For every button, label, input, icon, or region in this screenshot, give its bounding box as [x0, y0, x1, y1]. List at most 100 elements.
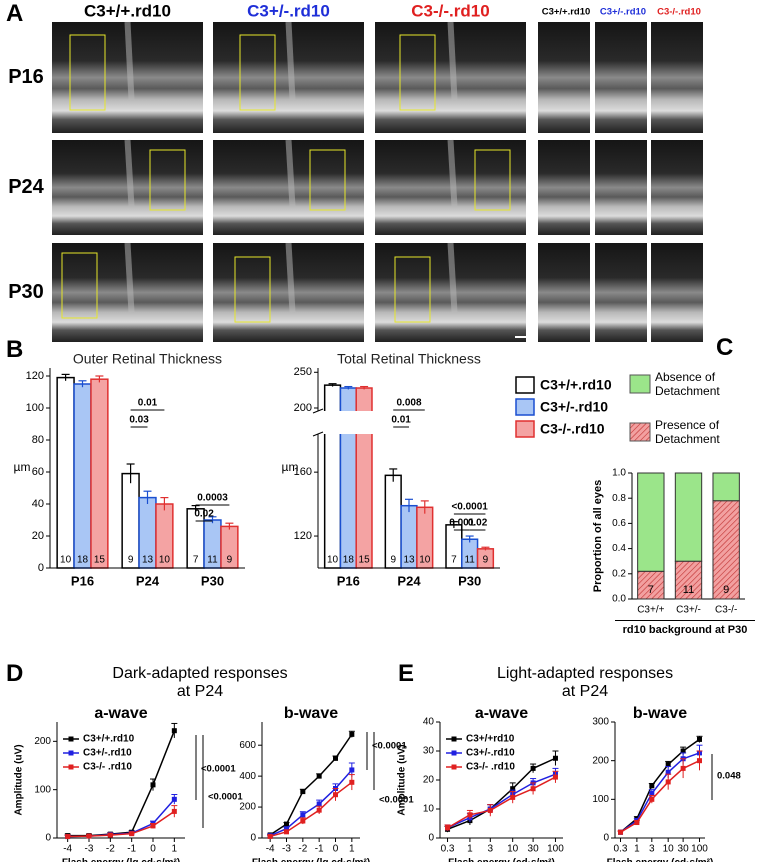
x-axis-label: Flash energy (lg cd·s/m²)	[252, 858, 370, 862]
legend-marker	[451, 736, 457, 742]
y-tick-label: 0	[250, 833, 256, 844]
marker	[300, 818, 306, 824]
legend-marker	[68, 764, 74, 770]
marker	[333, 755, 338, 761]
marker	[649, 783, 655, 789]
legend-label: C3+/+.rd10	[540, 377, 612, 393]
x-tick-label: 0.3	[441, 844, 455, 855]
chart-title: Outer Retinal Thickness	[73, 351, 222, 367]
oct-zoom	[595, 243, 647, 342]
count-label: 9	[390, 555, 396, 566]
marker	[349, 731, 355, 737]
zoom-box	[234, 256, 271, 323]
zoom-box	[309, 149, 346, 211]
p-value: 0.001	[449, 518, 474, 529]
y-axis-label: Amplitude (uV)	[14, 744, 25, 815]
y-tick-label: 600	[239, 740, 256, 751]
x-tick-label: -4	[266, 844, 275, 855]
column-label: C3-/-.rd10	[411, 1, 489, 20]
legend-swatch	[515, 420, 535, 438]
marker	[530, 765, 536, 771]
x-tick-label: C3-/-	[715, 605, 737, 616]
marker	[552, 774, 558, 780]
count-label: 15	[359, 555, 371, 566]
optic-nerve	[285, 139, 296, 207]
marker	[552, 755, 558, 761]
count-label: 9	[483, 555, 489, 566]
marker	[316, 807, 322, 813]
count-label: 11	[207, 555, 218, 566]
count-label: 7	[648, 584, 654, 596]
marker	[333, 792, 338, 798]
x-tick-label: -4	[63, 844, 72, 855]
optic-nerve	[447, 21, 458, 100]
panel-letter: A	[6, 0, 24, 27]
legend-label: Presence of Detachment	[655, 418, 720, 446]
count-label: 9	[723, 584, 729, 596]
count-label: 10	[159, 555, 171, 566]
x-tick-label: -3	[85, 844, 94, 855]
axis-break	[312, 411, 502, 434]
x-tick-label: P30	[458, 573, 481, 588]
x-tick-label: P24	[136, 573, 160, 588]
x-axis-label: rd10 background at P30	[615, 620, 755, 637]
bar-segment	[674, 560, 703, 600]
y-tick-label: 0.2	[612, 568, 626, 579]
x-tick-label: 3	[649, 844, 655, 855]
legend-marker	[451, 764, 457, 770]
panel-letter: B	[6, 336, 24, 363]
series-line	[269, 733, 353, 836]
p-value: <0.0001	[208, 792, 243, 803]
y-tick-label: 0.6	[612, 518, 626, 529]
y-tick-label: 0.4	[612, 543, 626, 554]
count-label: 18	[77, 555, 89, 566]
x-tick-label: P24	[397, 573, 421, 588]
y-tick-label: 100	[26, 402, 44, 414]
legend-swatch	[629, 422, 651, 442]
legend-label: C3+/-.rd10	[540, 399, 608, 415]
series-line	[67, 798, 175, 838]
chart-title: b-wave	[633, 705, 687, 722]
optic-nerve	[124, 139, 135, 207]
p-value: 0.008	[396, 398, 421, 409]
series-line	[447, 773, 556, 829]
zoom-box	[399, 34, 436, 111]
legend-swatch	[629, 374, 651, 394]
y-axis-label: Proportion of all eyes	[592, 480, 604, 592]
count-label: 13	[142, 555, 154, 566]
marker	[530, 786, 536, 792]
p-value: 0.01	[391, 415, 411, 426]
zoom-box	[61, 252, 98, 319]
chart-title: Total Retinal Thickness	[337, 351, 481, 367]
bar-segment	[712, 500, 740, 600]
y-tick-label: 0	[38, 562, 44, 574]
marker	[487, 807, 493, 813]
legend-label: C3+/+.rd10	[83, 734, 135, 745]
x-tick-label: 0.3	[614, 844, 628, 855]
y-axis-label: Amplitude (uV)	[397, 744, 408, 815]
y-tick-label: 400	[239, 771, 256, 782]
oct-zoom	[651, 140, 703, 235]
x-axis-label: Flash energy (cd·s/m²)	[607, 858, 714, 862]
column-label: C3+/-.rd10	[247, 1, 330, 20]
marker	[150, 782, 156, 788]
marker	[284, 826, 289, 832]
marker	[316, 801, 322, 807]
marker	[171, 728, 177, 734]
series-line	[269, 781, 353, 838]
column-label: C3+/+.rd10	[84, 1, 171, 20]
optic-nerve	[124, 242, 135, 313]
chart-title: a-wave	[475, 705, 528, 722]
y-tick-label: 60	[32, 466, 44, 478]
oct-zoom	[595, 22, 647, 133]
legend-marker	[68, 736, 74, 742]
marker	[86, 833, 92, 839]
p-value: <0.0001	[201, 764, 236, 775]
marker	[171, 808, 177, 814]
optic-nerve	[285, 21, 296, 100]
series-line	[447, 757, 556, 830]
y-tick-label: 0.8	[612, 493, 626, 504]
marker	[665, 762, 671, 768]
y-tick-label: 120	[26, 370, 44, 382]
p-value: <0.0001	[379, 795, 414, 806]
